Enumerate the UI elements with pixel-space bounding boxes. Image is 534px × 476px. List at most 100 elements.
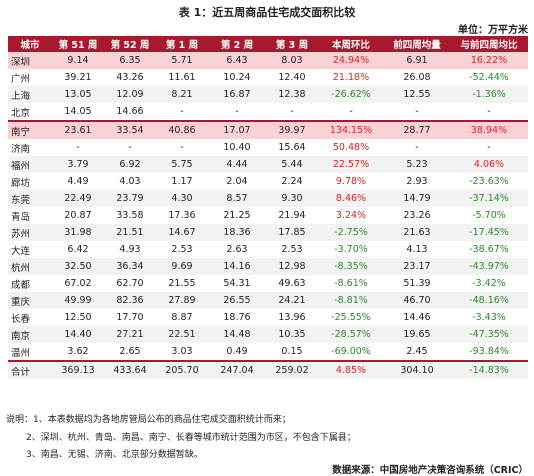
cell-vsavg: -93.84% [450, 343, 528, 361]
cell-w2: 247.04 [208, 360, 266, 379]
cell-w2: 18.76 [208, 309, 266, 326]
cell-avg4: 23.17 [384, 258, 450, 275]
cell-w3: 12.38 [266, 86, 318, 103]
table-row: 济南 - - -10.40 15.64 50.48% - - [8, 139, 528, 156]
cell-w1: 11.61 [156, 69, 208, 86]
table-row: 苏州 31.98 21.51 14.67 18.36 17.85 -2.75% 21.63 -1… [8, 224, 528, 241]
cell-w51: 49.99 [52, 292, 104, 309]
cell-wow: -8.35% [318, 258, 384, 275]
cell-w1: 8.21 [156, 86, 208, 103]
cell-w52: 433.64 [104, 360, 156, 379]
note-3: 3、南昌、无锡、济南、北京部分数据暂缺。 [26, 450, 203, 460]
cell-w51: 39.21 [52, 69, 104, 86]
cell-avg4: 26.08 [384, 69, 450, 86]
cell-vsavg: 38.94% [450, 120, 528, 139]
cell-city: 温州 [8, 343, 52, 361]
cell-city: 广州 [8, 69, 52, 86]
cell-avg4: 4.13 [384, 241, 450, 258]
cell-w3: - [266, 103, 318, 121]
header-city: 城市 [8, 36, 52, 52]
cell-vsavg: -37.14% [450, 190, 528, 207]
cell-wow: 134.15% [318, 120, 384, 139]
cell-w51: 14.05 [52, 103, 104, 121]
cell-wow: 21.18% [318, 69, 384, 86]
cell-w1: 205.70 [156, 360, 208, 379]
cell-avg4: 23.26 [384, 207, 450, 224]
table-row: 长春 12.50 17.70 8.87 18.76 13.96 -25.55% 14.46 -3… [8, 309, 528, 326]
cell-wow: -8.61% [318, 275, 384, 292]
cell-w52: 43.26 [104, 69, 156, 86]
table-header-row: 城市 第 51 周 第 52 周 第 1 周 第 2 周 第 3 周 本周环比 … [8, 36, 528, 52]
cell-avg4: 2.93 [384, 173, 450, 190]
cell-w51: 3.79 [52, 156, 104, 173]
cell-wow: -69.00% [318, 343, 384, 361]
cell-w2: 6.43 [208, 52, 266, 69]
cell-w1: 8.87 [156, 309, 208, 326]
cell-w51: 14.40 [52, 326, 104, 343]
cell-city: 济南 [8, 139, 52, 156]
cell-w52: 6.92 [104, 156, 156, 173]
cell-w2: - [208, 103, 266, 121]
header-four-week-average: 前四周均量 [384, 36, 450, 52]
cell-w51: 3.62 [52, 343, 104, 361]
cell-w51: 9.14 [52, 52, 104, 69]
cell-w3: 15.64 [266, 139, 318, 156]
cell-vsavg: 4.06% [450, 156, 528, 173]
cell-avg4: 12.55 [384, 86, 450, 103]
cell-w52: 12.09 [104, 86, 156, 103]
cell-w51: 20.87 [52, 207, 104, 224]
cell-w1: 17.36 [156, 207, 208, 224]
cell-city: 东莞 [8, 190, 52, 207]
cell-w3: 12.98 [266, 258, 318, 275]
cell-w2: 14.48 [208, 326, 266, 343]
header-week-3: 第 3 周 [266, 36, 318, 52]
cell-vsavg: -3.43% [450, 309, 528, 326]
table-row: 南京 14.40 27.21 22.51 14.48 10.35 -28.57% 19.65-… [8, 326, 528, 343]
cell-w52: 21.51 [104, 224, 156, 241]
cell-w2: 10.24 [208, 69, 266, 86]
cell-w1: - [156, 103, 208, 121]
transaction-area-table: 城市 第 51 周 第 52 周 第 1 周 第 2 周 第 3 周 本周环比 … [8, 36, 528, 379]
header-week-2: 第 2 周 [208, 36, 266, 52]
cell-w52: - [104, 139, 156, 156]
cell-city: 南宁 [8, 120, 52, 139]
table-row: 南宁 23.61 33.54 40.86 17.07 39.97 134.15% 28.77 3… [8, 120, 528, 139]
cell-w3: 259.02 [266, 360, 318, 379]
cell-w52: 14.66 [104, 103, 156, 121]
header-week-over-week: 本周环比 [318, 36, 384, 52]
cell-w2: 4.44 [208, 156, 266, 173]
cell-wow: -8.81% [318, 292, 384, 309]
cell-city: 福州 [8, 156, 52, 173]
cell-city: 长春 [8, 309, 52, 326]
cell-w1: 1.17 [156, 173, 208, 190]
cell-wow: 22.57% [318, 156, 384, 173]
cell-w52: 4.03 [104, 173, 156, 190]
cell-vsavg: -1.36% [450, 86, 528, 103]
cell-vsavg: -14.83% [450, 360, 528, 379]
cell-city: 廊坊 [8, 173, 52, 190]
table-row: 重庆 49.99 82.36 27.89 26.55 24.21 -8.81% 46.70 -4… [8, 292, 528, 309]
cell-w52: 33.58 [104, 207, 156, 224]
cell-avg4: 14.46 [384, 309, 450, 326]
cell-w51: 31.98 [52, 224, 104, 241]
cell-city: 北京 [8, 103, 52, 121]
table-row: 杭州 32.50 36.34 9.69 14.16 12.98 -8.35% 23.17 -43… [8, 258, 528, 275]
cell-w1: 14.67 [156, 224, 208, 241]
cell-w3: 21.94 [266, 207, 318, 224]
cell-w2: 54.31 [208, 275, 266, 292]
cell-city: 苏州 [8, 224, 52, 241]
cell-w1: 27.89 [156, 292, 208, 309]
table-row: 广州 39.21 43.26 11.61 10.24 12.40 21.18% 26.08 -5… [8, 69, 528, 86]
cell-vsavg: -23.63% [450, 173, 528, 190]
cell-city: 深圳 [8, 52, 52, 69]
note-1: 说明：1、本表数据均为各地房管局公布的商品住宅成交面积统计而来； [6, 415, 291, 425]
cell-vsavg: -52.44% [450, 69, 528, 86]
cell-vsavg: -5.70% [450, 207, 528, 224]
cell-w1: 5.75 [156, 156, 208, 173]
cell-avg4: 2.45 [384, 343, 450, 361]
cell-vsavg: 16.22% [450, 52, 528, 69]
header-week-1: 第 1 周 [156, 36, 208, 52]
cell-w51: 23.61 [52, 120, 104, 139]
cell-wow: 24.94% [318, 52, 384, 69]
